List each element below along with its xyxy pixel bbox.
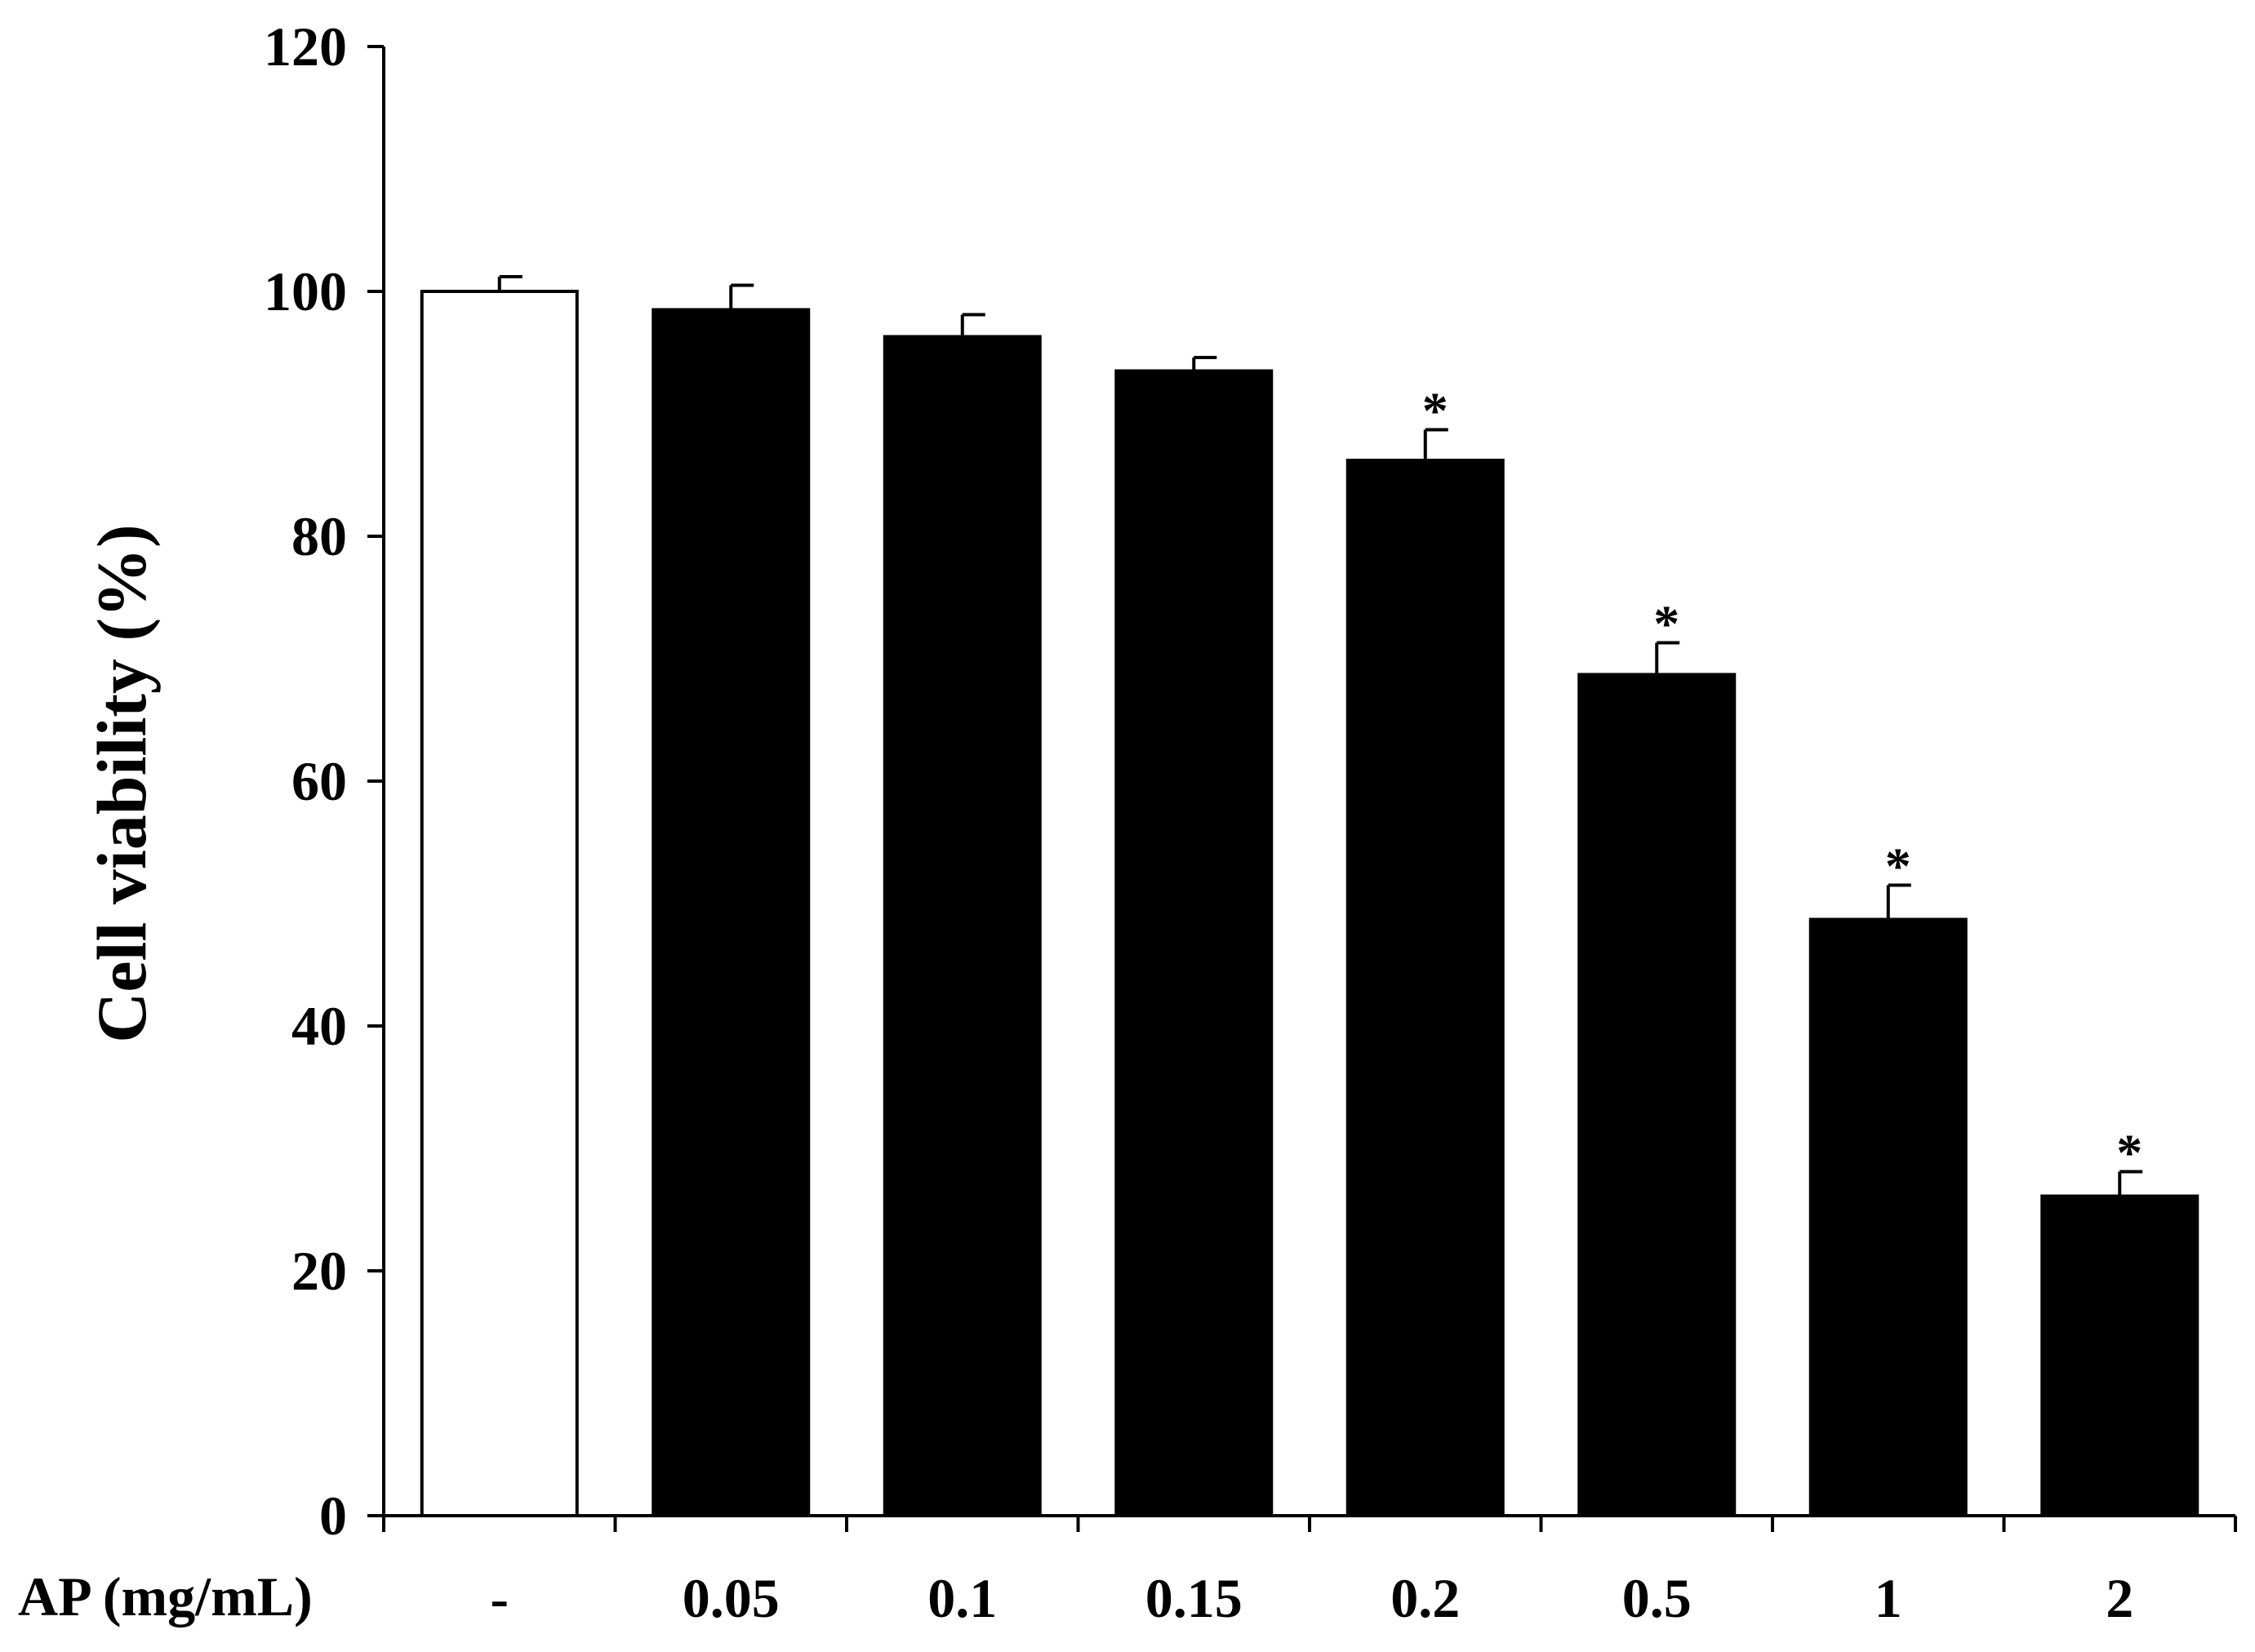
bar bbox=[883, 335, 1042, 1517]
x-tick-label: 0.05 bbox=[683, 1567, 780, 1629]
significance-mark: * bbox=[1653, 595, 1679, 653]
bar bbox=[420, 290, 579, 1517]
bar bbox=[1808, 917, 1968, 1517]
bar bbox=[1577, 673, 1737, 1517]
y-axis: 0 20 40 60 80 100 120 bbox=[264, 16, 385, 1547]
bar bbox=[1345, 459, 1505, 1517]
bar bbox=[1114, 369, 1274, 1517]
x-tick-label: 1 bbox=[1875, 1567, 1902, 1629]
significance-mark: * bbox=[1885, 837, 1911, 895]
significance-mark: * bbox=[1422, 382, 1448, 440]
bars bbox=[420, 290, 2199, 1517]
x-tick-label: 0.1 bbox=[927, 1567, 997, 1629]
x-tick-label: 2 bbox=[2106, 1567, 2133, 1629]
y-tick-label: 60 bbox=[291, 750, 347, 812]
y-tick-label: 100 bbox=[264, 260, 347, 322]
y-tick-label: 80 bbox=[291, 505, 347, 567]
y-tick-label: 0 bbox=[319, 1485, 347, 1547]
x-axis-prefix-label: AP (mg/mL) bbox=[18, 1565, 313, 1628]
x-tick-label: - bbox=[490, 1567, 509, 1629]
x-tick-label: 0.2 bbox=[1390, 1567, 1460, 1629]
y-tick-label: 40 bbox=[291, 995, 347, 1057]
x-tick-label: 0.5 bbox=[1622, 1567, 1692, 1629]
significance-marks: * * * * bbox=[1422, 382, 2143, 1182]
x-tick-label: 0.15 bbox=[1145, 1567, 1243, 1629]
y-tick-label: 120 bbox=[264, 16, 347, 78]
significance-mark: * bbox=[2116, 1124, 2142, 1182]
bar bbox=[2040, 1194, 2199, 1517]
y-tick-label: 20 bbox=[291, 1240, 347, 1302]
x-axis: - 0.05 0.1 0.15 0.2 0.5 1 2 bbox=[382, 1514, 2237, 1629]
error-bars bbox=[497, 275, 2143, 1197]
bar bbox=[652, 308, 811, 1517]
y-axis-label: Cell viability (%) bbox=[82, 524, 161, 1042]
